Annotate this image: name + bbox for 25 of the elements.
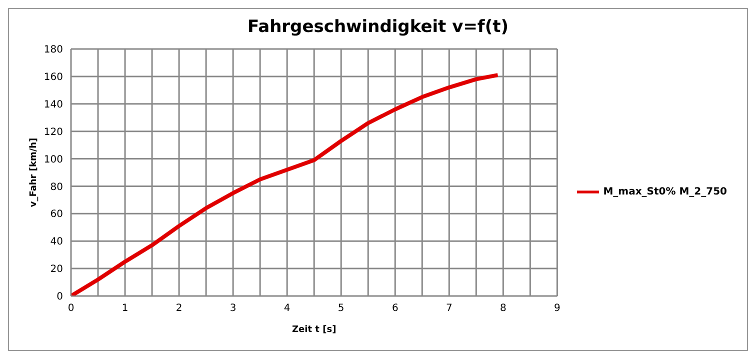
x-tick-label: 0: [68, 303, 74, 314]
y-tick-label: 140: [44, 99, 63, 110]
legend-label: M_max_St0% M_2_750: [603, 186, 727, 198]
line-series: [71, 73, 500, 296]
y-axis-title: v_Fahr [km/h]: [29, 138, 40, 208]
y-tick-label: 60: [50, 209, 63, 220]
y-tick-label: 40: [50, 236, 63, 248]
y-tick-label: 80: [50, 182, 63, 193]
x-tick-label: 2: [176, 303, 182, 314]
x-tick-label: 3: [230, 303, 236, 314]
x-tick-label: 5: [338, 303, 344, 314]
x-tick-label: 4: [284, 303, 290, 314]
y-tick-label: 0: [56, 292, 63, 303]
y-tick-label: 120: [44, 126, 63, 138]
x-tick-label: 8: [500, 303, 506, 314]
y-tick-label: 160: [44, 72, 63, 83]
x-tick-label: 9: [554, 303, 560, 314]
x-tick-label: 1: [122, 303, 128, 314]
x-tick-label: 6: [392, 303, 398, 314]
y-tick-label: 100: [44, 154, 63, 166]
x-tick-label: 7: [446, 303, 452, 314]
x-axis-title: Zeit t [s]: [292, 325, 336, 335]
y-tick-label: 20: [50, 264, 63, 276]
y-tick-label: 180: [44, 44, 63, 56]
chart-title: Fahrgeschwindigkeit v=f(t): [246, 17, 510, 39]
